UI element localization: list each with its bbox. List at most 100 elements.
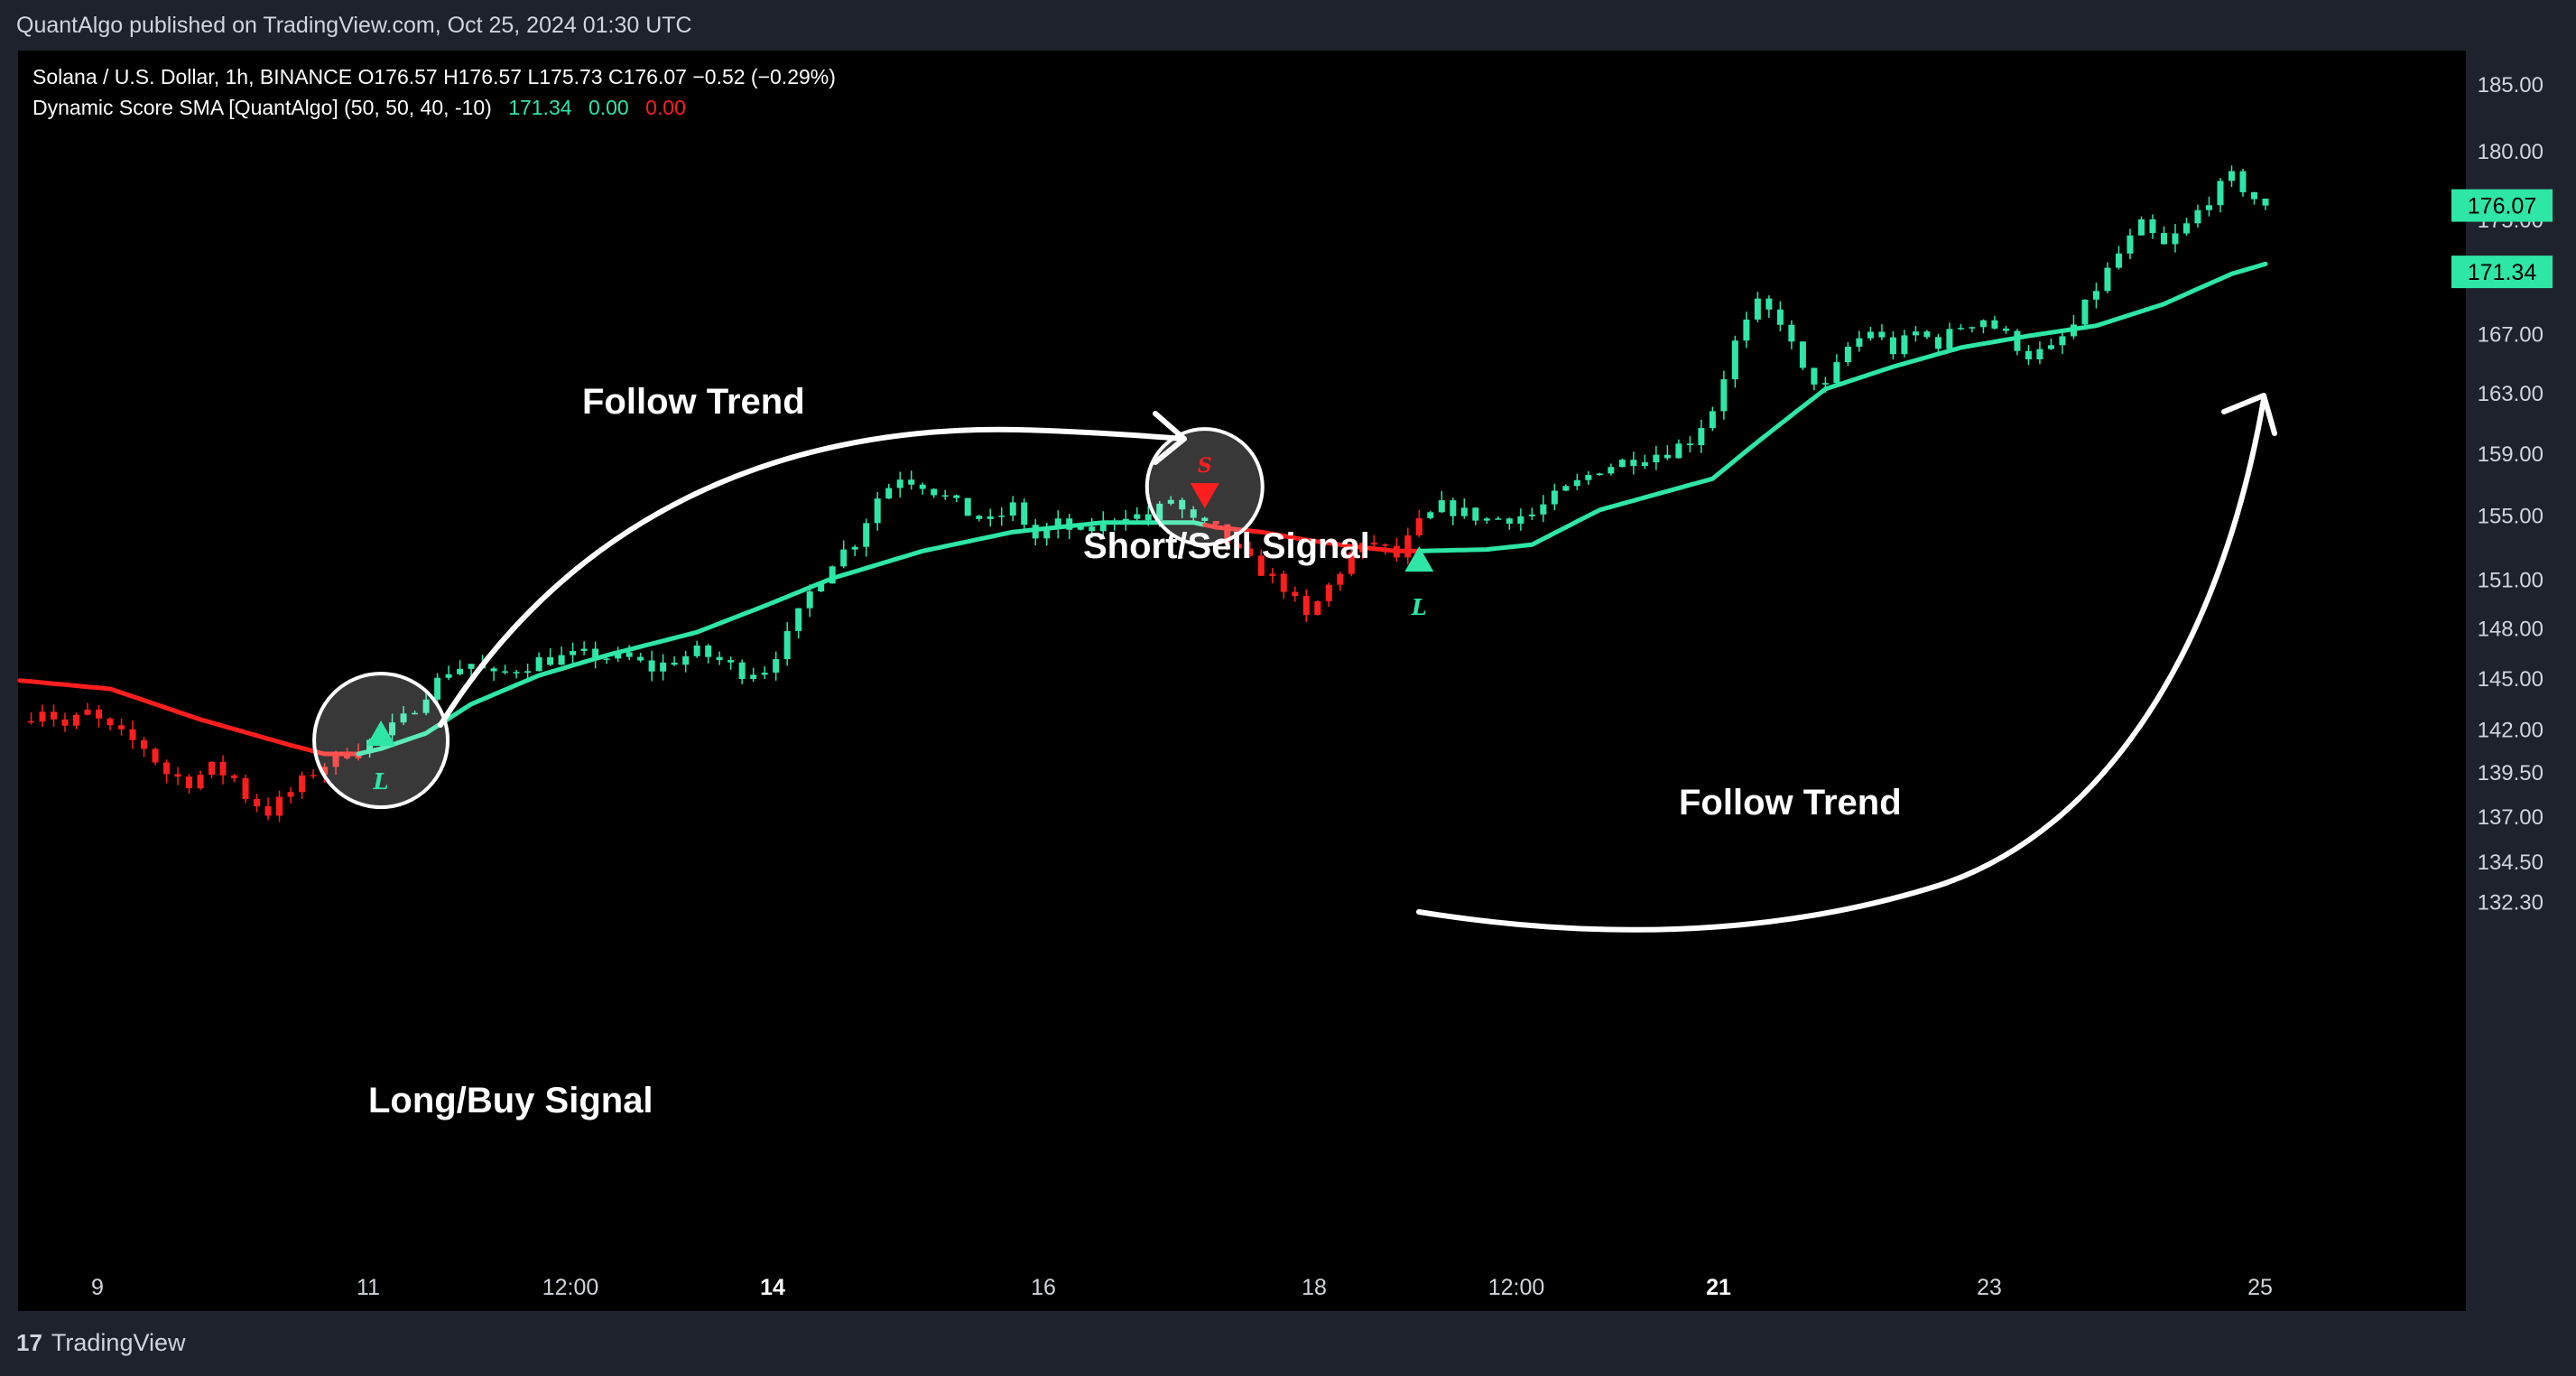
long-signal-arrow-icon [1404, 546, 1434, 572]
candle-body [2172, 233, 2179, 245]
indicator-value-short: 0.00 [645, 96, 686, 119]
candle-body [783, 630, 791, 659]
candle-body [660, 662, 667, 672]
tradingview-logo-icon: 17 [16, 1329, 42, 1356]
candle-body [84, 709, 91, 715]
candle-body [570, 651, 577, 655]
candle-body [422, 699, 430, 713]
candle-body [1089, 526, 1096, 532]
candle-body [840, 549, 848, 567]
candle-body [2262, 198, 2269, 206]
candle-body [998, 516, 1005, 517]
price-label-text: 171.34 [2468, 260, 2537, 285]
candle-body [1923, 331, 1931, 338]
plot-background [18, 51, 2466, 1311]
candle-body [1337, 573, 1344, 585]
candle-body [502, 671, 509, 673]
candle-body [885, 488, 893, 499]
candle-body [28, 721, 35, 723]
candle-body [761, 672, 768, 675]
candle-body [1889, 337, 1896, 355]
publish-header: QuantAlgo published on TradingView.com, … [0, 0, 2576, 56]
candle-body [2059, 336, 2066, 346]
candle-body [107, 718, 114, 726]
candle-body [1450, 500, 1457, 516]
candle-body [1235, 544, 1242, 549]
candle-body [1720, 379, 1728, 412]
candle-body [693, 645, 700, 656]
candle-body [2115, 253, 2122, 268]
candle-body [299, 775, 306, 793]
candle-body [1551, 490, 1558, 505]
candle-body [1280, 573, 1287, 592]
tradingview-logo[interactable]: 17 TradingView [16, 1329, 186, 1357]
candle-body [129, 729, 136, 740]
follow-trend-arrowhead-1 [1153, 411, 1187, 465]
candle-body [1190, 509, 1197, 518]
x-axis-tick-label: 9 [91, 1275, 104, 1300]
y-axis: 185.00180.00175.00167.00163.00159.00155.… [2451, 73, 2553, 915]
candle-body [1269, 573, 1276, 576]
indicator-line-segment [1416, 261, 2268, 553]
short-signal-arrow-icon [1190, 483, 1219, 509]
indicator-layer [17, 261, 2268, 757]
x-axis: 9 11 12:00 14 16 18 12:00 21 23 25 [91, 1275, 2273, 1300]
candle-body [276, 796, 283, 816]
x-axis-tick-label: 25 [2247, 1275, 2273, 1300]
candle-body [1562, 486, 1570, 491]
candle-body [1867, 331, 1874, 339]
long-buy-signal-label: Long/Buy Signal [368, 1081, 653, 1120]
candle-body [1743, 319, 1750, 341]
candle-body [987, 516, 994, 519]
candle-body [535, 656, 542, 672]
candle-body [434, 677, 441, 700]
x-axis-tick-label: 23 [1977, 1275, 2002, 1300]
candles-layer [28, 165, 2269, 823]
footer-bar: 17 TradingView [0, 1315, 2576, 1376]
candle-body [1957, 328, 1964, 330]
candle-body [2239, 171, 2247, 192]
candle-body [1979, 320, 1987, 328]
candle-body [1314, 600, 1321, 616]
candle-body [919, 484, 926, 489]
candle-body [648, 660, 655, 672]
x-axis-tick-label: 12:00 [1488, 1275, 1545, 1300]
price-label-text: 176.07 [2468, 194, 2536, 219]
follow-trend-arrow-2 [1416, 396, 2266, 933]
candle-body [1934, 337, 1941, 349]
candle-body [1844, 346, 1851, 363]
y-axis-tick-label: 148.00 [2478, 618, 2544, 642]
candle-body [941, 495, 949, 497]
candle-body [366, 739, 374, 754]
candle-body [1370, 543, 1377, 545]
candle-body [1517, 516, 1524, 524]
candle-body [1404, 535, 1412, 558]
candle-body [863, 523, 870, 547]
y-axis-tick-label: 163.00 [2478, 382, 2544, 406]
y-axis-tick-label: 155.00 [2478, 505, 2544, 529]
candle-body [1348, 552, 1355, 574]
annotations-layer: Follow Trend Short/Sell Signal Follow Tren… [368, 382, 2277, 1120]
candle-body [625, 652, 633, 657]
candle-body [1833, 362, 1840, 384]
x-axis-tick-label: 14 [760, 1275, 785, 1300]
candle-body [2014, 330, 2021, 351]
y-axis-tick-label: 139.50 [2478, 761, 2544, 786]
candle-body [1134, 514, 1141, 519]
y-axis-tick-label: 167.00 [2478, 322, 2544, 347]
y-axis-tick-label: 132.30 [2478, 890, 2544, 915]
candle-body [1099, 520, 1107, 532]
short-signal-letter: S [1198, 454, 1212, 478]
long-signal-letter: L [373, 768, 389, 795]
candle-body [1292, 591, 1299, 597]
candle-body [186, 776, 193, 789]
candle-body [1811, 367, 1818, 385]
short-sell-signal-label: Short/Sell Signal [1083, 526, 1370, 566]
candle-body [231, 775, 238, 778]
candle-body [1686, 443, 1693, 446]
candle-body [603, 658, 610, 660]
x-axis-tick-label: 12:00 [542, 1275, 599, 1300]
candle-body [874, 498, 881, 524]
long-signal-arrow-icon [366, 721, 396, 747]
candle-body [524, 671, 532, 674]
